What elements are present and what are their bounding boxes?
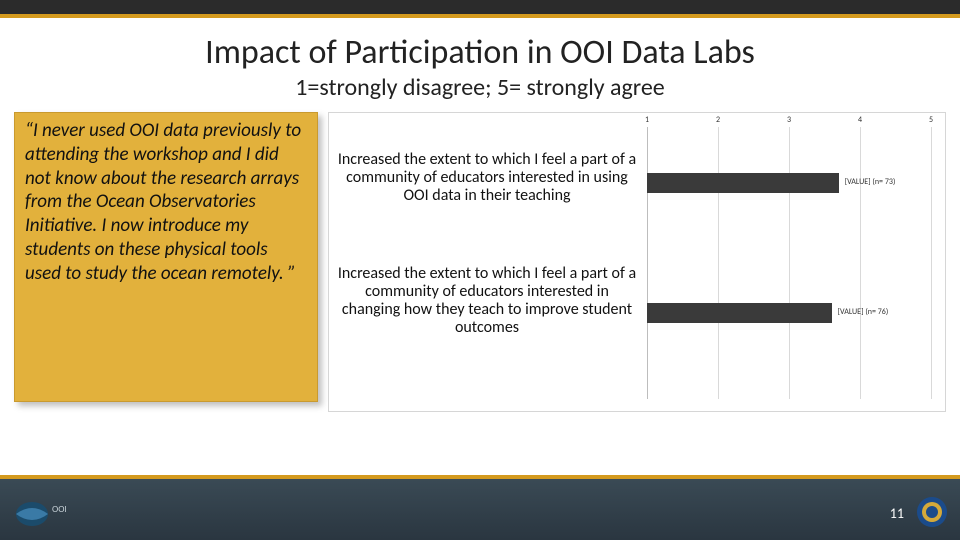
chart-area: Increased the extent to which I feel a p… (328, 112, 946, 412)
page-subtitle: 1=strongly disagree; 5= strongly agree (0, 73, 960, 102)
chart-gridline (718, 127, 719, 399)
content-area: “I never used OOI data previously to att… (14, 112, 946, 412)
chart-category-label: Increased the extent to which I feel a p… (337, 151, 637, 205)
chart-bar-value-label: [VALUE] (n= 73) (845, 177, 896, 187)
chart-gridline (860, 127, 861, 399)
page-number: 11 (890, 505, 904, 522)
quote-box: “I never used OOI data previously to att… (14, 112, 318, 402)
svg-text:OOI: OOI (52, 505, 67, 514)
top-stripe (0, 0, 960, 18)
chart-grid (647, 127, 931, 399)
page-title: Impact of Participation in OOI Data Labs (0, 32, 960, 73)
chart-plot: 1 2 3 4 5 [VALUE] (n= 73) [VALUE] (n= 76) (647, 113, 931, 399)
ooi-logo-icon: OOI (12, 492, 82, 532)
chart-category-label: Increased the extent to which I feel a p… (337, 265, 637, 337)
chart-inner: Increased the extent to which I feel a p… (329, 113, 945, 411)
chart-gridline (789, 127, 790, 399)
chart-tick: 2 (716, 115, 720, 125)
chart-bar-value-label: [VALUE] (n= 76) (838, 307, 889, 317)
nsf-logo-icon (916, 496, 948, 528)
chart-bar (647, 303, 832, 323)
chart-bar (647, 173, 839, 193)
chart-tick: 3 (787, 115, 791, 125)
chart-tick: 5 (929, 115, 933, 125)
chart-gridline (931, 127, 932, 399)
chart-tick: 1 (645, 115, 649, 125)
footer: OOI 11 (0, 475, 960, 540)
chart-tick: 4 (858, 115, 862, 125)
title-block: Impact of Participation in OOI Data Labs… (0, 32, 960, 102)
